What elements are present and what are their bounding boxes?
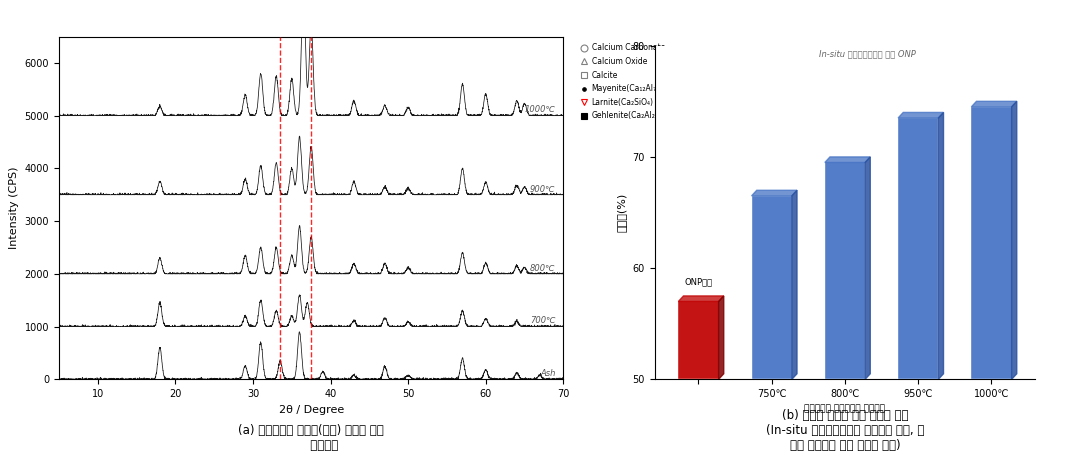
X-axis label: 2θ / Degree: 2θ / Degree xyxy=(279,404,343,414)
Text: 900℃: 900℃ xyxy=(530,185,556,194)
Polygon shape xyxy=(865,157,870,379)
Polygon shape xyxy=(719,296,724,379)
Polygon shape xyxy=(971,101,1017,107)
Text: 700℃: 700℃ xyxy=(530,316,556,325)
Polygon shape xyxy=(678,296,724,302)
Text: 1000℃: 1000℃ xyxy=(525,106,556,115)
Bar xyxy=(825,163,865,379)
Bar xyxy=(898,118,939,379)
Text: (b) 재처리 온도에 따른 백색도 향상
(In-situ 침강성탄산칼싔 합성조건 적용, 석
회석 원료대신 소각 비산재 사용): (b) 재처리 온도에 따른 백색도 향상 (In-situ 침강성탄산칼싔 합… xyxy=(766,409,924,452)
Text: ONP원료: ONP원료 xyxy=(685,278,712,287)
Polygon shape xyxy=(751,190,797,196)
X-axis label: 제지슬러지 소각비산재 소성온도: 제지슬러지 소각비산재 소성온도 xyxy=(805,404,885,414)
Bar xyxy=(751,196,792,379)
Polygon shape xyxy=(792,190,797,379)
Y-axis label: Intensity (CPS): Intensity (CPS) xyxy=(9,167,19,249)
Legend: Calcium Carbonate, Calcium Oxide, Calcite, Mayenite(Ca₁₂Al₇O₃₃), Larnite(Ca₂SiO₄: Calcium Carbonate, Calcium Oxide, Calcit… xyxy=(577,40,677,123)
Y-axis label: 백색도(%): 백색도(%) xyxy=(617,193,627,232)
Bar xyxy=(971,107,1012,379)
Polygon shape xyxy=(1012,101,1017,379)
Text: 800℃: 800℃ xyxy=(530,264,556,273)
Polygon shape xyxy=(898,112,943,118)
Bar xyxy=(678,302,719,379)
Text: In-situ 침강성탄산칼싔 후간 ONP: In-situ 침강성탄산칼싔 후간 ONP xyxy=(819,50,915,59)
Polygon shape xyxy=(939,112,943,379)
Polygon shape xyxy=(825,157,870,163)
Text: (a) 소각비산재 재처리(소성) 온도에 따른
       물성변화: (a) 소각비산재 재처리(소성) 온도에 따른 물성변화 xyxy=(238,425,384,452)
Text: Ash: Ash xyxy=(540,369,556,378)
